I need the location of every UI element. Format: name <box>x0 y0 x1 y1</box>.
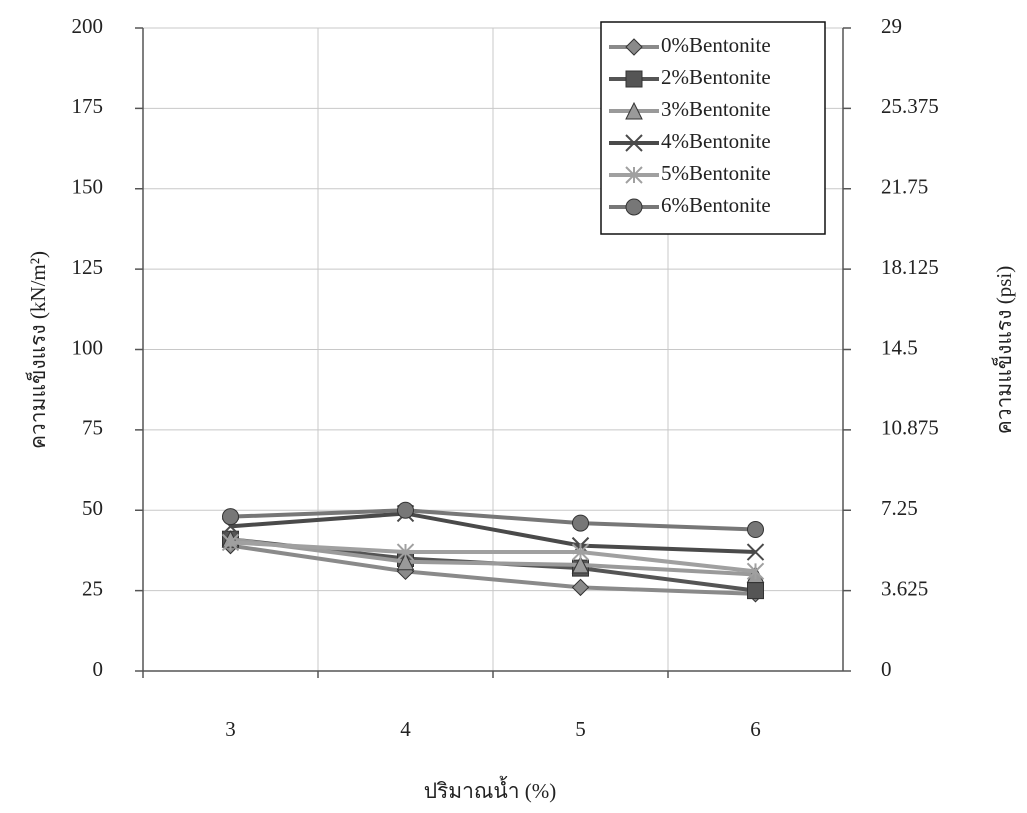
marker <box>571 578 590 597</box>
legend-label: 4%Bentonite <box>661 129 771 153</box>
marker <box>221 533 240 552</box>
y-tick-label: 75 <box>82 416 103 440</box>
x-tick-label: 3 <box>225 717 236 741</box>
marker <box>747 582 764 600</box>
y2-tick-label: 18.125 <box>881 255 939 279</box>
y-tick-label: 50 <box>82 496 103 520</box>
series-line <box>230 537 756 577</box>
x-tick-label: 5 <box>575 717 586 741</box>
marker <box>571 543 590 561</box>
marker <box>571 555 590 574</box>
marker <box>625 134 643 152</box>
marker <box>572 514 589 532</box>
marker <box>625 166 643 184</box>
marker <box>747 521 764 539</box>
marker <box>625 70 643 88</box>
y2-tick-label: 3.625 <box>881 576 928 600</box>
marker <box>746 543 765 561</box>
legend-label: 0%Bentonite <box>661 33 771 57</box>
y-tick-label: 100 <box>72 335 104 359</box>
x-axis-label: ปริมาณน้ำ (%) <box>424 776 557 803</box>
y2-axis-label: ความแข็งแรง (psi) <box>990 266 1016 434</box>
marker <box>625 38 643 56</box>
marker <box>397 501 414 519</box>
legend-label: 6%Bentonite <box>661 193 771 217</box>
y2-tick-label: 7.25 <box>881 496 918 520</box>
marker <box>396 552 415 571</box>
x-tick-label: 6 <box>750 717 761 741</box>
legend-label: 5%Bentonite <box>661 161 771 185</box>
legend-box <box>600 21 826 235</box>
y-tick-label: 150 <box>72 175 104 199</box>
series-line <box>230 543 756 596</box>
series-line <box>230 508 756 532</box>
legend-label: 3%Bentonite <box>661 97 771 121</box>
y-tick-label: 200 <box>72 14 104 38</box>
y-tick-label: 175 <box>72 94 104 118</box>
legend-label: 2%Bentonite <box>661 65 771 89</box>
marker <box>625 198 643 216</box>
y-tick-label: 0 <box>93 657 104 681</box>
series-line <box>230 511 756 555</box>
series-line <box>230 540 756 574</box>
y2-tick-label: 21.75 <box>881 175 928 199</box>
y2-tick-label: 0 <box>881 657 892 681</box>
y-tick-label: 25 <box>82 576 103 600</box>
y2-tick-label: 10.875 <box>881 416 939 440</box>
y2-tick-label: 14.5 <box>881 335 918 359</box>
y2-tick-label: 25.375 <box>881 94 939 118</box>
y-tick-label: 125 <box>72 255 104 279</box>
y2-tick-label: 29 <box>881 14 902 38</box>
marker <box>396 543 415 561</box>
marker <box>222 508 239 526</box>
y-axis-label: ความแข็งแรง (kN/m²) <box>24 251 50 449</box>
marker <box>746 562 765 581</box>
marker <box>625 101 643 120</box>
x-tick-label: 4 <box>400 717 411 741</box>
